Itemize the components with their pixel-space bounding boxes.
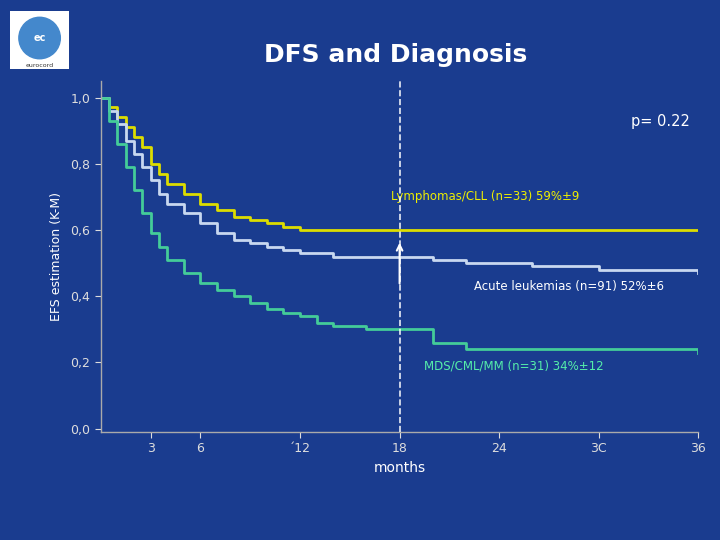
Text: p= 0.22: p= 0.22 [631,114,690,129]
FancyBboxPatch shape [11,11,69,69]
Circle shape [19,17,60,59]
Text: Lymphomas/CLL (n=33) 59%±9: Lymphomas/CLL (n=33) 59%±9 [391,191,580,204]
Y-axis label: EFS estimation (K-M): EFS estimation (K-M) [50,192,63,321]
Text: Acute leukemias (n=91) 52%±6: Acute leukemias (n=91) 52%±6 [474,280,665,293]
Text: Eurocord - International Registry on Cord Blood Transplantation: Eurocord - International Registry on Cor… [162,502,587,515]
Text: ec: ec [33,33,46,43]
Text: DFS and Diagnosis: DFS and Diagnosis [264,43,528,67]
Text: eurocord: eurocord [25,63,54,68]
X-axis label: months: months [374,461,426,475]
Text: MDS/CML/MM (n=31) 34%±12: MDS/CML/MM (n=31) 34%±12 [425,359,604,372]
